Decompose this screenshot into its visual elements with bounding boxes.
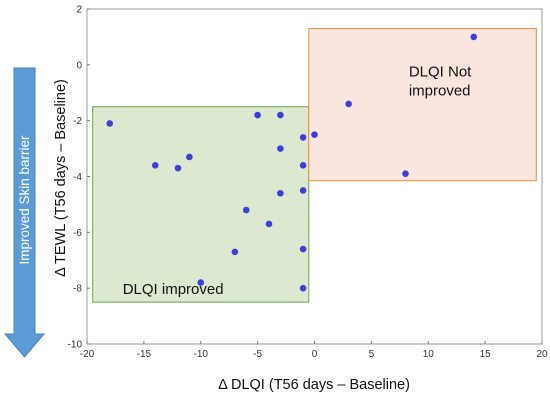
data-point xyxy=(277,189,284,197)
x-tick-label: -10 xyxy=(194,349,209,360)
x-tick-label: 0 xyxy=(312,349,318,360)
x-tick-label: -5 xyxy=(253,349,262,360)
data-point xyxy=(311,131,318,138)
data-point xyxy=(174,164,182,172)
region-not-improved-label: DLQI Not improved xyxy=(409,64,472,100)
points-layer xyxy=(106,33,478,292)
x-tick-label: -15 xyxy=(137,349,152,360)
x-axis-title: Δ DLQI (T56 days – Baseline) xyxy=(218,377,410,393)
data-point xyxy=(186,153,193,161)
x-tick-label: -20 xyxy=(80,349,95,360)
x-tick-label: 20 xyxy=(536,349,548,360)
data-point xyxy=(265,220,273,228)
region-not-improved-label-line: improved xyxy=(409,83,471,100)
data-point xyxy=(197,279,205,286)
data-point xyxy=(345,100,352,108)
y-tick-label: 2 xyxy=(76,5,82,16)
x-tick-label: 10 xyxy=(423,349,435,360)
region-not-improved xyxy=(308,28,537,182)
data-point xyxy=(151,162,159,169)
data-point xyxy=(299,134,307,141)
x-tick-label: 15 xyxy=(480,349,492,360)
data-point xyxy=(106,120,114,127)
side-annotation-text: Improved Skin barrier xyxy=(17,135,32,265)
data-point xyxy=(299,162,307,169)
y-tick-label: -10 xyxy=(68,340,83,351)
ticks-layer: -20 -15 -10 -5 0 5 10 15 20-10-8-6-4-202 xyxy=(68,5,548,361)
data-point xyxy=(231,248,239,256)
region-improved-label: DLQI improved xyxy=(123,281,224,298)
data-point xyxy=(299,284,307,292)
region-improved xyxy=(92,106,310,303)
data-point xyxy=(402,170,409,178)
data-point xyxy=(277,145,284,152)
data-point xyxy=(299,245,307,253)
y-tick-label: 0 xyxy=(76,60,82,71)
y-tick-label: -4 xyxy=(73,172,82,183)
skin-barrier-arrow: Improved Skin barrier xyxy=(3,67,46,358)
y-tick-label: -6 xyxy=(73,228,82,239)
data-point xyxy=(470,33,478,41)
data-point xyxy=(277,111,284,119)
data-point xyxy=(242,206,250,214)
down-arrow-shape xyxy=(3,67,46,358)
y-tick-label: -8 xyxy=(73,284,82,295)
x-tick-label: 5 xyxy=(369,349,375,360)
region-not-improved-label-line: DLQI Not xyxy=(409,64,472,81)
data-point xyxy=(299,187,307,194)
regions-layer: DLQI improved DLQI Not improved xyxy=(92,28,537,303)
y-tick-label: -2 xyxy=(73,116,82,127)
y-axis-title: Δ TEWL (T56 days – Baseline) xyxy=(53,79,69,277)
data-point xyxy=(254,111,261,119)
